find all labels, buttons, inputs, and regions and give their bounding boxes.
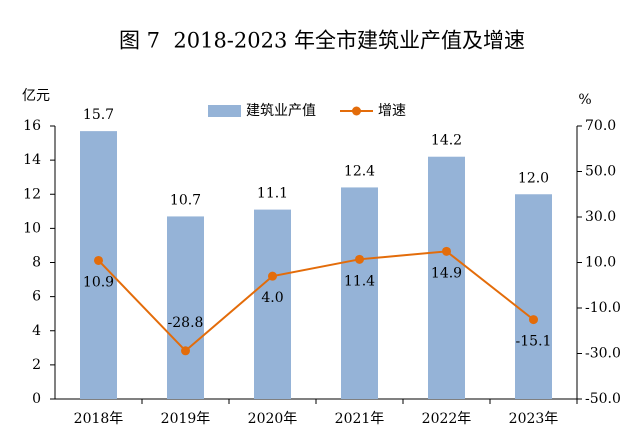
bar	[428, 156, 465, 399]
bar	[515, 194, 552, 399]
y-tick-label: 8	[32, 255, 41, 271]
x-tick-label: 2022年	[422, 411, 472, 427]
y2-tick-label: 70.0	[585, 118, 616, 134]
bar	[341, 187, 378, 399]
bar-value-label: 12.4	[344, 163, 375, 179]
line	[97, 250, 535, 353]
y2-axis-label: %	[578, 92, 591, 108]
x-tick-label: 2019年	[161, 411, 211, 427]
line-value-label: 10.9	[83, 274, 114, 290]
legend-swatch	[208, 105, 241, 117]
x-tick-label: 2023年	[509, 411, 559, 427]
bar-value-label: 12.0	[518, 170, 549, 186]
legend-label: 增速	[378, 103, 406, 119]
chart-title: 图 7 2018-2023 年全市建筑业产值及增速	[119, 29, 525, 53]
y2-tick-label: 50.0	[585, 164, 616, 180]
bar	[167, 216, 204, 399]
y2-tick-label: -30.0	[585, 346, 621, 362]
line-point	[268, 271, 277, 281]
y-tick-label: 6	[32, 289, 41, 305]
y-tick-label: 12	[23, 186, 41, 202]
y-tick-label: 10	[23, 220, 41, 236]
line-value-label: 14.9	[431, 265, 462, 281]
line-value-label: -28.8	[168, 315, 204, 331]
legend-label: 建筑业产值	[246, 103, 316, 119]
bar-value-label: 15.7	[83, 107, 114, 123]
y-axis-label: 亿元	[22, 88, 50, 104]
bar	[80, 131, 117, 399]
line-value-label: 4.0	[261, 290, 283, 306]
x-tick-label: 2021年	[335, 411, 385, 427]
y2-tick-label: 30.0	[585, 209, 616, 225]
y2-tick-label: -10.0	[585, 300, 621, 316]
legend-marker	[352, 106, 361, 116]
y-tick-label: 2	[32, 357, 41, 373]
x-tick-label: 2020年	[248, 411, 298, 427]
x-tick-label: 2018年	[74, 411, 124, 427]
y-tick-label: 16	[23, 118, 41, 134]
line-point	[94, 255, 103, 265]
bar-value-label: 10.7	[170, 192, 201, 208]
bar-value-label: 11.1	[257, 186, 288, 202]
y2-tick-label: -50.0	[585, 391, 621, 407]
bar-value-label: 14.2	[431, 133, 462, 149]
y-tick-label: 14	[23, 152, 41, 168]
y-tick-label: 4	[32, 323, 41, 339]
line-point	[181, 346, 190, 356]
line-value-label: 11.4	[344, 273, 375, 289]
y2-tick-label: 10.0	[585, 255, 616, 271]
bar	[254, 209, 291, 399]
line-point	[529, 315, 538, 325]
line-point	[355, 254, 364, 264]
y-tick-label: 0	[32, 391, 41, 407]
line-value-label: -15.1	[516, 334, 552, 350]
line-point	[442, 246, 451, 256]
